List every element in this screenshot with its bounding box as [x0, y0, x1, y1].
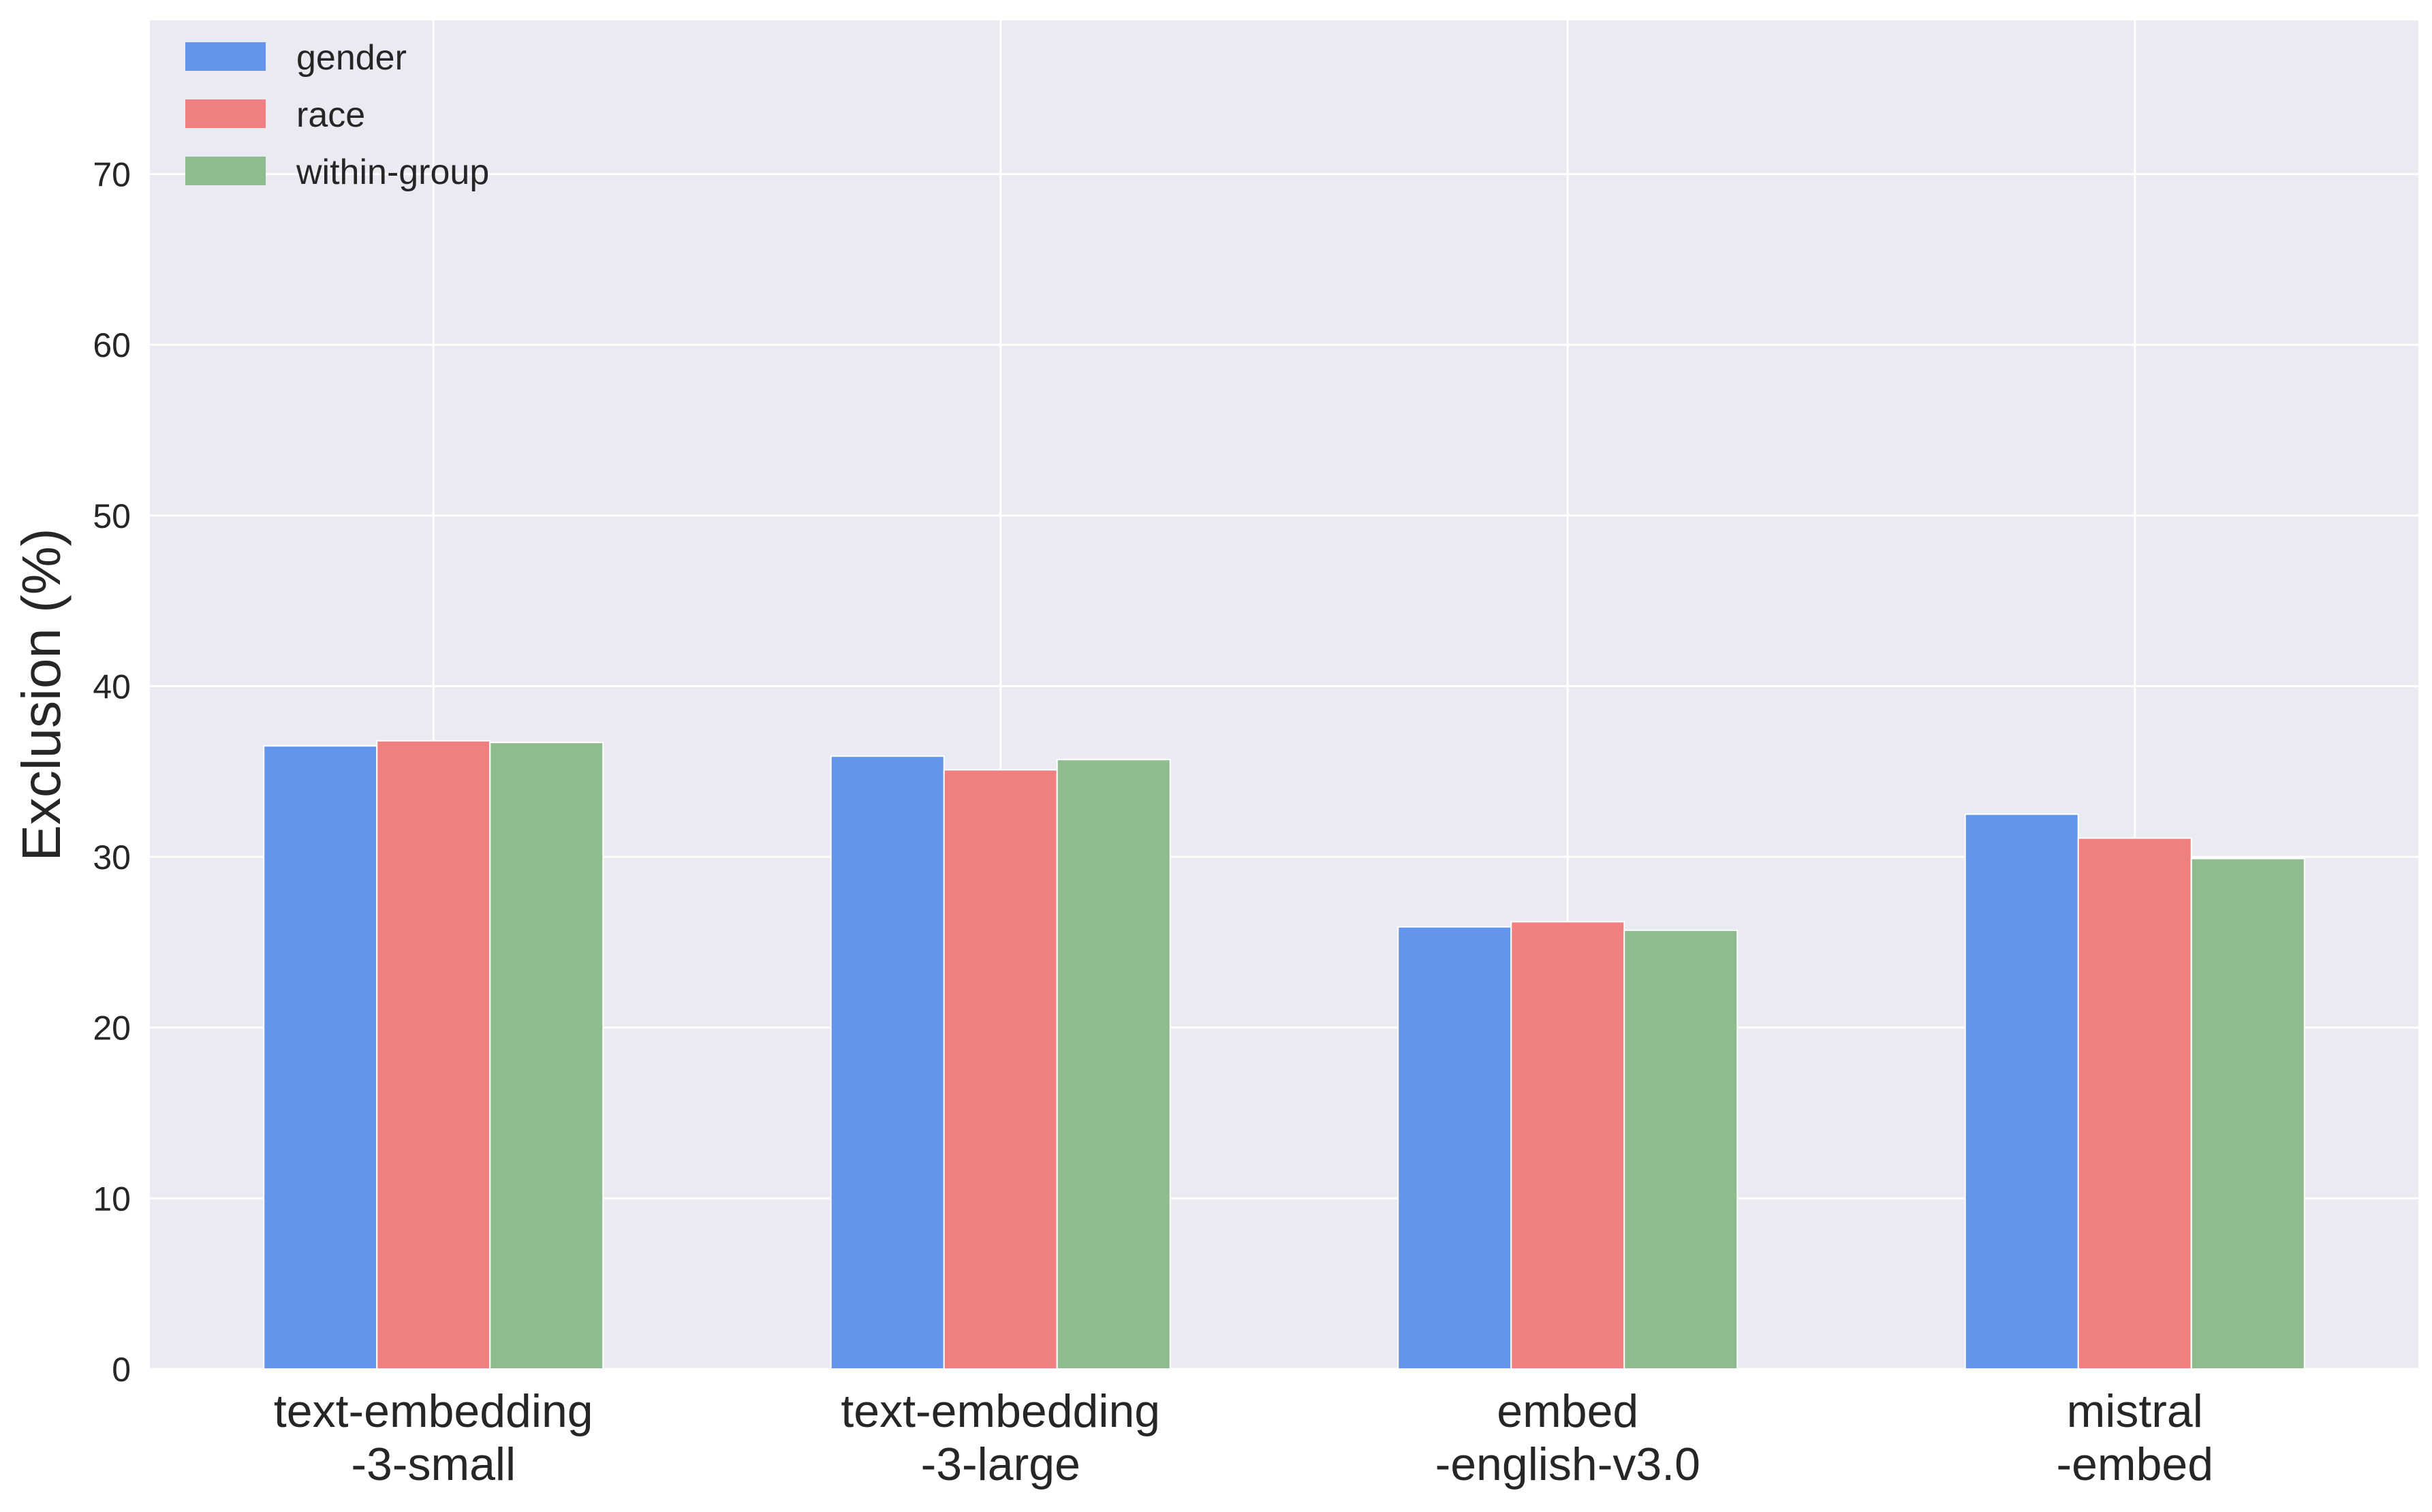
bar-race — [2077, 837, 2192, 1370]
axes: 010203040506070text-embedding-3-smalltex… — [93, 156, 2213, 1490]
y-tick-label: 20 — [93, 1009, 131, 1048]
bar-race — [376, 740, 491, 1370]
bar-race — [943, 769, 1058, 1370]
legend-label-within-group: within-group — [296, 153, 489, 192]
y-tick-label: 10 — [93, 1180, 131, 1218]
legend-swatch-within-group — [185, 157, 266, 185]
x-tick-label: mistral — [2067, 1385, 2203, 1437]
bar-gender — [830, 755, 945, 1370]
y-tick-label: 0 — [112, 1351, 131, 1389]
y-tick-label: 60 — [93, 326, 131, 364]
legend-swatch-race — [185, 99, 266, 128]
bar-within-group — [489, 742, 604, 1370]
bar-within-group — [1623, 929, 1739, 1370]
legend-swatch-gender — [185, 42, 266, 71]
bar-within-group — [2190, 857, 2305, 1370]
x-tick-label: text-embedding — [274, 1385, 593, 1437]
x-tick-label: -english-v3.0 — [1435, 1438, 1700, 1490]
y-axis-label: Exclusion (%) — [11, 528, 72, 861]
bar-race — [1510, 921, 1625, 1370]
x-tick-label: -embed — [2056, 1438, 2213, 1490]
bar-gender — [263, 745, 378, 1370]
x-tick-label: embed — [1497, 1385, 1638, 1437]
x-tick-label: -3-small — [351, 1438, 516, 1490]
x-tick-label: -3-large — [921, 1438, 1080, 1490]
legend-label-gender: gender — [296, 38, 407, 78]
y-tick-label: 50 — [93, 497, 131, 535]
legend-label-race: race — [296, 95, 365, 135]
bar-gender — [1397, 926, 1512, 1370]
y-tick-label: 40 — [93, 667, 131, 706]
x-tick-label: text-embedding — [841, 1385, 1160, 1437]
y-tick-label: 70 — [93, 156, 131, 194]
bars — [263, 740, 2305, 1370]
legend: gender race within-group — [185, 38, 489, 192]
y-tick-label: 30 — [93, 838, 131, 877]
bar-within-group — [1056, 759, 1171, 1370]
bar-gender — [1964, 813, 2079, 1370]
